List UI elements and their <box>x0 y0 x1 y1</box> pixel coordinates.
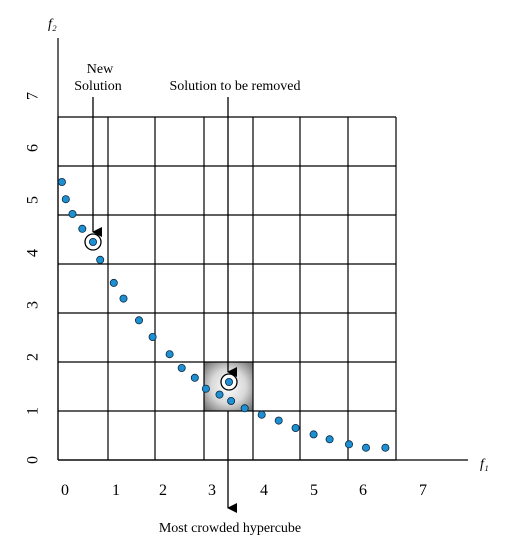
y-tick-label: 2 <box>25 353 42 361</box>
y-tick-labels: 0 1 2 3 4 5 6 7 <box>25 92 42 464</box>
new-solution-label-line1: New <box>87 62 114 77</box>
solution-point <box>344 440 353 449</box>
x-tick-label: 4 <box>260 482 268 499</box>
solution-point <box>227 396 236 405</box>
y-tick-label: 3 <box>25 301 42 309</box>
removed-solution-point <box>224 377 233 386</box>
solution-point <box>165 350 174 359</box>
solution-point <box>177 363 186 372</box>
solution-point <box>68 209 77 218</box>
y-axis-label: f₂ <box>48 17 57 32</box>
x-tick-label: 2 <box>159 482 167 499</box>
x-axis-label: f₁ <box>480 457 489 472</box>
solution-point <box>325 435 334 444</box>
solution-point <box>61 195 70 204</box>
solution-point <box>257 410 266 419</box>
solution-point <box>57 177 66 186</box>
solution-point <box>78 224 87 233</box>
y-tick-label: 1 <box>25 407 42 415</box>
solution-point <box>291 423 300 432</box>
x-tick-label: 0 <box>61 482 69 499</box>
solution-point <box>190 373 199 382</box>
solution-point <box>119 294 128 303</box>
y-tick-label: 4 <box>25 249 42 257</box>
new-solution-point <box>89 237 98 246</box>
solution-point <box>134 316 143 325</box>
solution-point <box>240 404 249 413</box>
x-tick-label: 1 <box>112 482 120 499</box>
solution-point <box>148 332 157 341</box>
x-tick-label: 6 <box>359 482 367 499</box>
solution-point <box>96 255 105 264</box>
x-tick-label: 7 <box>419 482 427 499</box>
solution-point <box>361 443 370 452</box>
x-tick-label: 3 <box>208 482 216 499</box>
solution-point <box>309 430 318 439</box>
new-solution-label-line2: Solution <box>74 79 121 94</box>
solution-points <box>57 177 390 452</box>
solution-point <box>201 384 210 393</box>
solution-point <box>215 390 224 399</box>
solution-to-be-removed-label: Solution to be removed <box>169 79 300 94</box>
solution-point <box>381 443 390 452</box>
y-tick-label: 5 <box>25 196 42 204</box>
solution-point <box>109 278 118 287</box>
y-tick-label: 0 <box>25 456 42 464</box>
x-tick-labels: 0 1 2 3 4 5 6 7 <box>61 482 427 499</box>
solution-point <box>274 416 283 425</box>
x-tick-label: 5 <box>310 482 318 499</box>
most-crowded-hypercube-label: Most crowded hypercube <box>159 521 301 536</box>
y-tick-label: 7 <box>25 92 42 100</box>
y-tick-label: 6 <box>25 144 42 152</box>
hypercube-grid <box>57 116 397 461</box>
